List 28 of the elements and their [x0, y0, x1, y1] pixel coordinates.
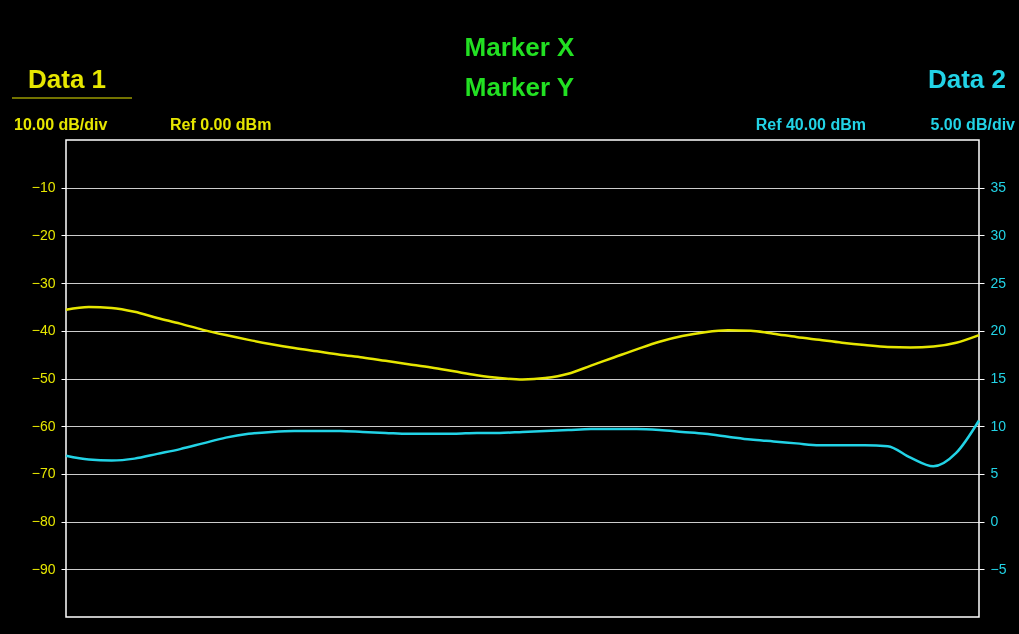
- text: Data 1: [28, 64, 107, 94]
- y2-tick-label: 30: [990, 226, 1007, 243]
- chart-title: Marker X: [464, 32, 576, 62]
- text: Ref 0.00 dBm: [170, 116, 272, 133]
- y-tick-label: −80: [31, 513, 56, 530]
- y-tick-label: −20: [31, 226, 56, 243]
- y-tick-label: −60: [31, 417, 56, 434]
- y-tick-label: −40: [31, 322, 56, 339]
- y2-tick-label: 25: [990, 274, 1007, 291]
- y-tick-label: −70: [31, 465, 56, 482]
- y2-tick-label: −5: [990, 560, 1007, 577]
- text: 5.00 dB/div: [930, 116, 1016, 133]
- y2-tick-label: 35: [990, 179, 1007, 196]
- y2-tick-label: 10: [990, 417, 1007, 434]
- y2-tick-label: 0: [990, 513, 999, 530]
- line-series: [64, 419, 981, 468]
- y2-tick-label: 20: [990, 322, 1007, 339]
- line-series: [64, 305, 981, 381]
- text: 10.00 dB/div: [14, 116, 108, 133]
- y-tick-label: −10: [31, 179, 56, 196]
- y-tick-label: −30: [31, 274, 56, 291]
- y-tick-label: −90: [31, 560, 56, 577]
- y2-tick-label: 15: [990, 370, 1007, 386]
- y-tick-label: −50: [31, 370, 56, 386]
- text: Ref 40.00 dBm: [755, 116, 866, 133]
- y2-tick-label: 5: [990, 465, 999, 482]
- text: Data 2: [927, 64, 1006, 94]
- chart-subtitle: Marker Y: [464, 72, 575, 102]
